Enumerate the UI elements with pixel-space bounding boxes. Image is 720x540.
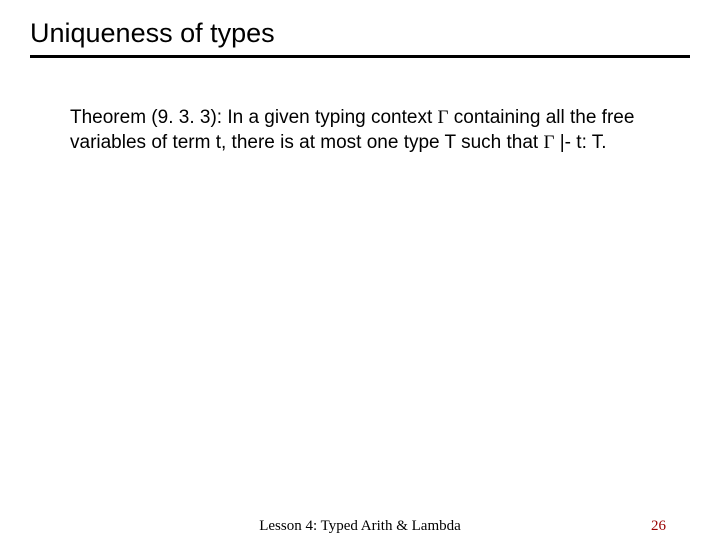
slide-title: Uniqueness of types [30, 18, 690, 58]
footer-page-number: 26 [651, 518, 666, 535]
footer-lesson-label: Lesson 4: Typed Arith & Lambda [259, 518, 461, 535]
slide-body: Theorem (9. 3. 3): In a given typing con… [0, 58, 720, 155]
theorem-text-suffix: |- t: T. [554, 132, 606, 153]
title-region: Uniqueness of types [0, 0, 720, 58]
gamma-symbol: Γ [438, 107, 449, 128]
gamma-symbol: Γ [543, 132, 554, 153]
theorem-paragraph: Theorem (9. 3. 3): In a given typing con… [70, 106, 660, 155]
slide: Uniqueness of types Theorem (9. 3. 3): I… [0, 0, 720, 540]
theorem-text-prefix: Theorem (9. 3. 3): In a given typing con… [70, 107, 438, 128]
